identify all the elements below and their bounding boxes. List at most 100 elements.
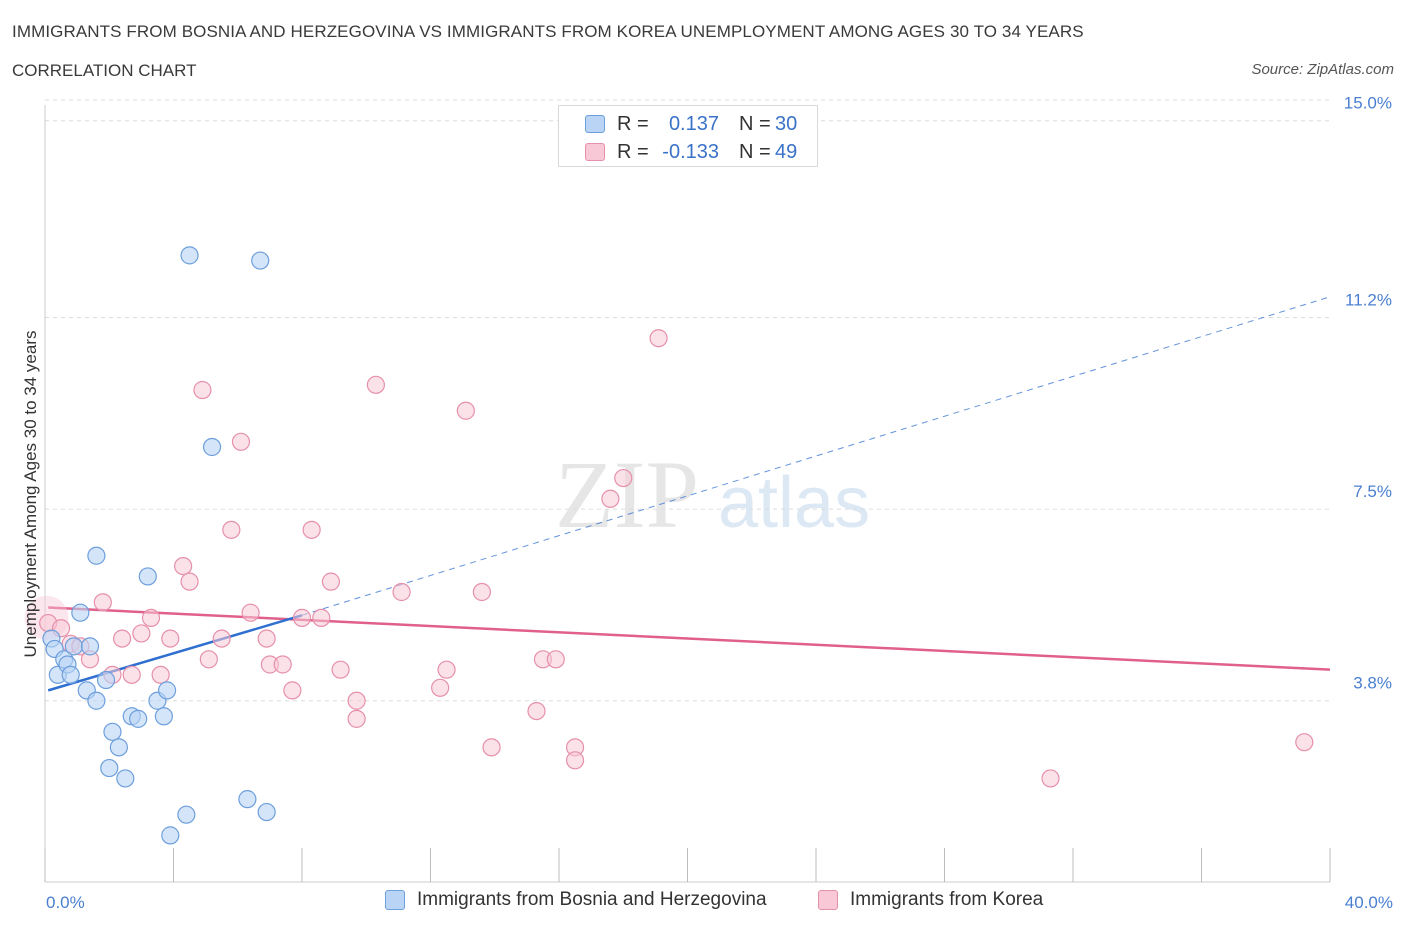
korea-point [392, 582, 411, 602]
legend-label-bosnia: Immigrants from Bosnia and Herzegovina [417, 889, 767, 910]
korea-point [331, 660, 350, 679]
legend-label-korea: Immigrants from Korea [850, 889, 1044, 910]
korea-point [546, 650, 565, 669]
korea-point [141, 608, 161, 627]
korea-point [193, 380, 212, 400]
korea-point [614, 468, 633, 488]
legend-row-bosnia: R = 0.137 N = 30 [585, 111, 797, 137]
x-tick-label: 40.0% [1345, 893, 1393, 912]
bosnia-point [109, 738, 128, 757]
x-tick-label: 0.0% [46, 893, 85, 912]
bosnia-point [138, 567, 157, 586]
korea-point [151, 665, 170, 684]
legend-item-korea: Immigrants from Korea [818, 889, 1043, 911]
korea-point [161, 629, 180, 648]
bosnia-point [80, 637, 100, 656]
korea-point [257, 629, 276, 648]
korea-point [527, 701, 546, 721]
korea-point [1295, 733, 1314, 752]
bosnia-point [157, 681, 177, 700]
bosnia-point [116, 769, 135, 788]
n-value-korea: 49 [775, 140, 798, 163]
korea-trend-line [48, 606, 1331, 671]
y-tick-label: 3.8% [1353, 674, 1392, 693]
axes [44, 105, 1331, 883]
korea-legend-swatch [818, 890, 838, 910]
korea-point [112, 629, 132, 648]
bosnia-point [96, 670, 116, 690]
korea-point [456, 401, 475, 420]
bosnia-swatch [585, 115, 605, 133]
y-tick-label: 15.0% [1344, 94, 1392, 113]
korea-point [472, 582, 491, 602]
legend-row-korea: R = -0.133 N = 49 [585, 139, 797, 165]
bosnia-point [202, 437, 222, 457]
korea-point [347, 709, 366, 728]
korea-point [292, 608, 312, 627]
correlation-legend: R = 0.137 N = 30 R = -0.133 N = 49 [558, 105, 818, 167]
bosnia-point [129, 709, 148, 728]
bosnia-point [87, 546, 106, 565]
korea-point [482, 738, 501, 757]
zipatlas-watermark: ZIP atlas [555, 441, 870, 548]
n-value-bosnia: 30 [775, 112, 798, 135]
korea-point [312, 608, 331, 627]
r-value-korea: -0.133 [662, 140, 719, 163]
watermark-zip: ZIP [555, 441, 699, 548]
korea-point [273, 655, 292, 674]
bosnia-legend-swatch [385, 890, 405, 910]
bosnia-point [257, 802, 276, 822]
bosnia-point [251, 251, 270, 270]
source-credit: Source: ZipAtlas.com [1251, 61, 1394, 78]
korea-point [283, 681, 302, 700]
bosnia-point [180, 246, 199, 265]
bosnia-point [61, 665, 80, 684]
korea-point [431, 678, 450, 697]
korea-point [601, 489, 620, 508]
tick-labels: 3.8% 7.5% 11.2% 15.0% 0.0% 40.0% [46, 94, 1393, 912]
korea-point [565, 751, 585, 770]
korea-point [366, 375, 385, 394]
korea-point [302, 520, 321, 539]
korea-swatch [585, 143, 605, 161]
trend-lines [47, 296, 1331, 692]
korea-point [174, 556, 193, 576]
korea-point [122, 665, 141, 684]
korea-point [437, 660, 456, 679]
korea-point [180, 572, 199, 591]
n-label: N = [739, 112, 771, 135]
chart-title: IMMIGRANTS FROM BOSNIA AND HERZEGOVINA V… [12, 22, 1084, 41]
korea-point [93, 593, 112, 612]
chart-subtitle: CORRELATION CHART [12, 61, 197, 80]
bosnia-point [238, 790, 257, 809]
bosnia-point [87, 691, 106, 710]
korea-point [212, 629, 231, 648]
korea-point [321, 572, 341, 591]
korea-point [132, 624, 151, 643]
bosnia-trend-line [47, 614, 303, 692]
bosnia-point [100, 758, 119, 778]
n-label: N = [739, 140, 771, 163]
series-legend: Immigrants from Bosnia and Herzegovina I… [0, 889, 1406, 917]
y-tick-label: 7.5% [1353, 482, 1392, 501]
korea-point [649, 329, 668, 348]
bosnia-point [161, 826, 180, 845]
r-label: R = [617, 112, 649, 135]
korea-point [347, 691, 366, 710]
r-label: R = [617, 140, 649, 163]
y-tick-label: 11.2% [1345, 291, 1392, 310]
bosnia-point [64, 637, 84, 656]
bosnia-trend-extension [301, 296, 1331, 616]
bosnia-point [154, 707, 173, 726]
watermark-atlas: atlas [718, 463, 870, 543]
bosnia-point [71, 603, 90, 622]
korea-point [241, 603, 260, 622]
y-axis-label: Unemployment Among Ages 30 to 34 years [21, 331, 40, 658]
data-points [24, 246, 1314, 845]
korea-point [222, 520, 241, 539]
korea-point [199, 650, 218, 669]
korea-point [1041, 769, 1060, 788]
bosnia-point [177, 805, 196, 824]
korea-point [231, 432, 251, 451]
